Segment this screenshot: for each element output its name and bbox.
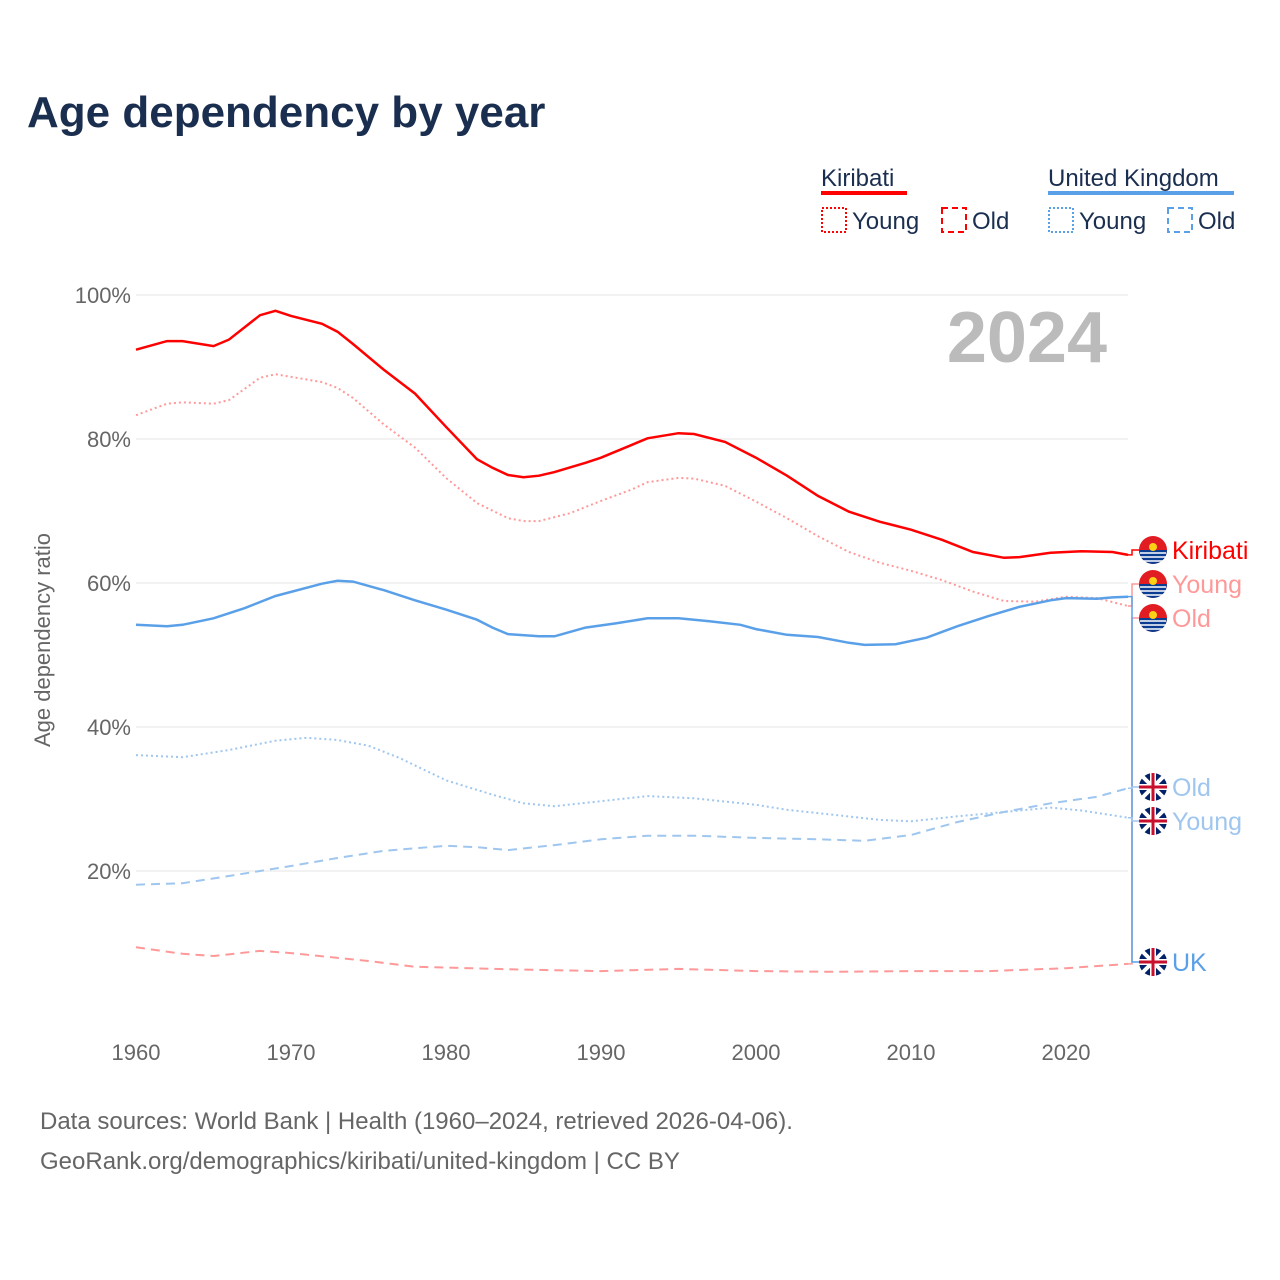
series-line-united-kingdom-young (135, 736, 1129, 823)
year-label: 2024 (947, 298, 1107, 378)
x-tick-label: 1980 (422, 1040, 471, 1065)
y-tick-label: 20% (87, 859, 131, 884)
y-tick-label: 80% (87, 427, 131, 452)
flag-sun (1149, 543, 1157, 551)
label-connector (1128, 549, 1140, 556)
x-tick-label: 1990 (577, 1040, 626, 1065)
chart-title: Age dependency by year (27, 88, 546, 137)
legend-swatch-young[interactable] (1048, 207, 1074, 233)
y-tick-label: 60% (87, 571, 131, 596)
series-line-united-kingdom-old (135, 787, 1129, 886)
legend-swatch-old[interactable] (1167, 207, 1193, 233)
label-connector (1128, 595, 1140, 963)
flag-cross-red (1139, 773, 1167, 801)
legend-group-underline (821, 191, 907, 195)
x-tick-label: 2020 (1042, 1040, 1091, 1065)
legend-item-label[interactable]: Old (972, 208, 1009, 235)
series-end-label: Young (1172, 808, 1242, 836)
series-end-label: Old (1172, 774, 1211, 802)
y-tick-label: 100% (75, 283, 131, 308)
legend-group-title: United Kingdom (1048, 165, 1219, 192)
x-tick-label: 2010 (887, 1040, 936, 1065)
series-line-kiribati (135, 309, 1129, 560)
series-end-label: Young (1172, 571, 1242, 599)
series-line-united-kingdom (135, 579, 1129, 647)
x-tick-label: 1970 (267, 1040, 316, 1065)
series-end-label: Old (1172, 605, 1211, 633)
footer-source: Data sources: World Bank | Health (1960–… (40, 1108, 793, 1135)
y-axis-label: Age dependency ratio (30, 533, 55, 747)
series-line-kiribati-old (135, 946, 1129, 973)
x-tick-label: 1960 (112, 1040, 161, 1065)
legend-swatch-old[interactable] (941, 207, 967, 233)
flag-sun (1149, 577, 1157, 585)
flag-cross-red (1139, 807, 1167, 835)
legend-item-label[interactable]: Young (1079, 208, 1146, 235)
legend-swatch-young[interactable] (821, 207, 847, 233)
series-end-label: UK (1172, 949, 1207, 977)
legend-item-label[interactable]: Young (852, 208, 919, 235)
series-line-kiribati-young (135, 373, 1129, 607)
series-end-label: Kiribati (1172, 537, 1248, 565)
label-connector (1128, 583, 1140, 607)
flag-cross-red (1139, 948, 1167, 976)
legend-group-underline (1048, 191, 1234, 195)
label-connector (1128, 816, 1140, 822)
label-connector (1128, 617, 1140, 965)
y-tick-label: 40% (87, 715, 131, 740)
x-tick-label: 2000 (732, 1040, 781, 1065)
flag-sun (1149, 611, 1157, 619)
legend-item-label[interactable]: Old (1198, 208, 1235, 235)
label-connector (1128, 786, 1140, 789)
legend-group-title: Kiribati (821, 165, 894, 192)
footer-link[interactable]: GeoRank.org/demographics/kiribati/united… (40, 1148, 680, 1175)
